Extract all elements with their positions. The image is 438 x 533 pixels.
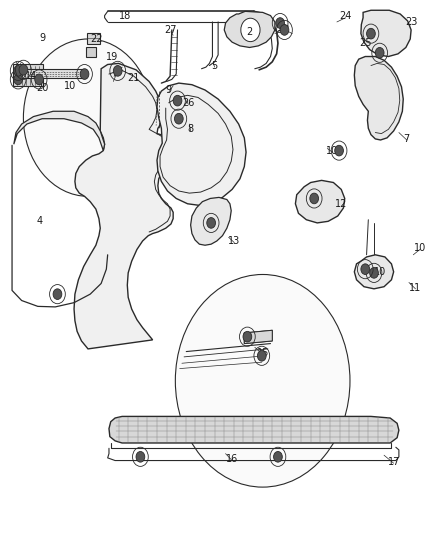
Circle shape: [375, 47, 384, 58]
Polygon shape: [244, 330, 272, 344]
Circle shape: [243, 332, 252, 342]
Circle shape: [276, 18, 285, 28]
Text: 1: 1: [277, 23, 283, 34]
Circle shape: [23, 39, 152, 196]
Circle shape: [173, 95, 182, 106]
Text: 7: 7: [404, 134, 410, 144]
Text: 9: 9: [39, 33, 45, 43]
Text: 10: 10: [374, 267, 387, 277]
Polygon shape: [109, 416, 399, 443]
Polygon shape: [19, 69, 86, 78]
Polygon shape: [354, 56, 403, 140]
Polygon shape: [87, 33, 100, 44]
Text: 10: 10: [64, 81, 77, 91]
Circle shape: [113, 66, 122, 76]
Circle shape: [136, 451, 145, 462]
Text: 15: 15: [257, 348, 269, 358]
Text: 9: 9: [166, 85, 172, 95]
Circle shape: [80, 69, 89, 79]
Text: 17: 17: [388, 457, 400, 467]
Text: 25: 25: [359, 38, 371, 48]
Circle shape: [241, 18, 260, 42]
Polygon shape: [354, 255, 394, 289]
Text: 27: 27: [165, 25, 177, 35]
Text: 10: 10: [326, 146, 339, 156]
Text: 20: 20: [36, 83, 48, 93]
Circle shape: [35, 74, 43, 85]
Polygon shape: [224, 11, 275, 47]
Circle shape: [280, 25, 289, 35]
Circle shape: [258, 351, 266, 361]
Text: 8: 8: [187, 124, 194, 134]
Polygon shape: [157, 83, 246, 205]
Text: 24: 24: [339, 11, 352, 21]
Polygon shape: [361, 10, 411, 56]
Polygon shape: [13, 64, 43, 86]
Text: 12: 12: [335, 199, 347, 209]
Circle shape: [175, 274, 350, 487]
Polygon shape: [74, 63, 179, 349]
Circle shape: [335, 146, 343, 156]
Circle shape: [53, 289, 62, 300]
Text: 18: 18: [119, 11, 131, 21]
Circle shape: [174, 114, 183, 124]
Polygon shape: [14, 111, 105, 151]
Circle shape: [207, 217, 215, 228]
Circle shape: [370, 268, 378, 278]
Circle shape: [14, 66, 22, 76]
Circle shape: [361, 264, 370, 274]
Circle shape: [310, 193, 318, 204]
Text: 21: 21: [127, 73, 140, 83]
Polygon shape: [295, 180, 345, 223]
Text: 4: 4: [37, 216, 43, 227]
Circle shape: [367, 28, 375, 39]
Text: 10: 10: [414, 243, 426, 253]
Text: 23: 23: [405, 17, 417, 27]
Polygon shape: [86, 47, 96, 56]
Text: 19: 19: [106, 52, 118, 61]
Text: 22: 22: [91, 34, 103, 44]
Text: 14: 14: [25, 71, 37, 81]
Text: 26: 26: [182, 98, 194, 108]
Text: 13: 13: [228, 236, 240, 246]
Polygon shape: [191, 197, 231, 245]
Text: 2: 2: [247, 27, 253, 37]
Circle shape: [14, 74, 22, 85]
Ellipse shape: [15, 68, 23, 79]
Text: 5: 5: [212, 61, 218, 70]
Circle shape: [19, 64, 28, 75]
Text: 11: 11: [410, 283, 422, 293]
Text: 16: 16: [226, 454, 238, 464]
Circle shape: [274, 451, 283, 462]
